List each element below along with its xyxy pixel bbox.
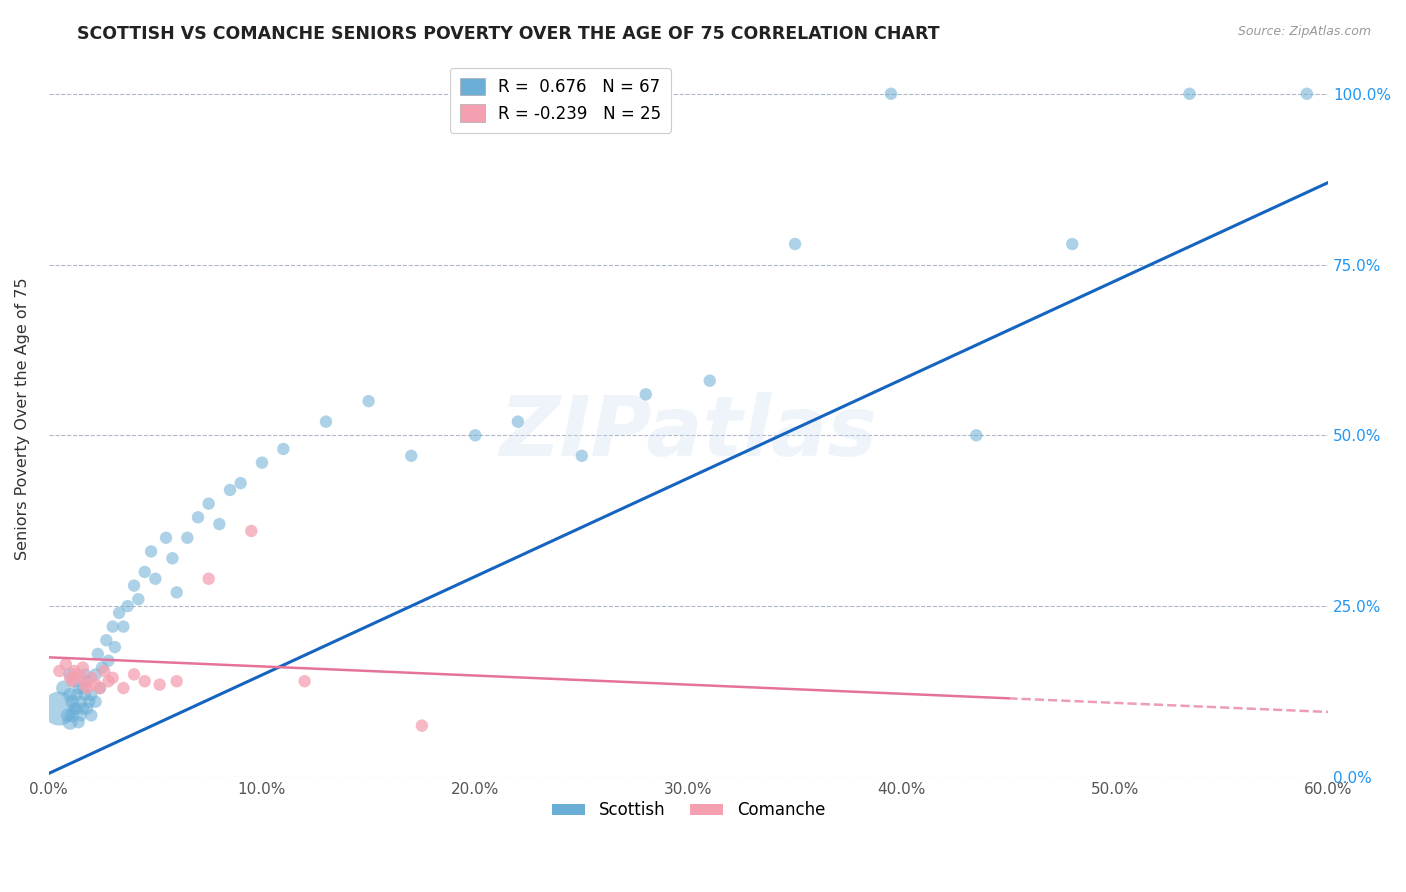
Point bbox=[76, 701, 98, 715]
Point bbox=[108, 606, 131, 620]
Point bbox=[48, 701, 70, 715]
Point bbox=[134, 565, 156, 579]
Point bbox=[52, 681, 75, 695]
Point bbox=[93, 664, 115, 678]
Point bbox=[60, 674, 83, 689]
Y-axis label: Seniors Poverty Over the Age of 75: Seniors Poverty Over the Age of 75 bbox=[15, 277, 30, 559]
Point bbox=[315, 415, 337, 429]
Text: SCOTTISH VS COMANCHE SENIORS POVERTY OVER THE AGE OF 75 CORRELATION CHART: SCOTTISH VS COMANCHE SENIORS POVERTY OVE… bbox=[77, 25, 941, 43]
Point bbox=[60, 695, 83, 709]
Point bbox=[84, 667, 107, 681]
Point bbox=[176, 531, 198, 545]
Point bbox=[59, 667, 82, 681]
Point bbox=[89, 681, 111, 695]
Point bbox=[122, 578, 145, 592]
Point bbox=[84, 678, 107, 692]
Point bbox=[73, 667, 96, 681]
Point bbox=[464, 428, 486, 442]
Point bbox=[155, 531, 177, 545]
Point bbox=[96, 633, 118, 648]
Point bbox=[91, 660, 114, 674]
Point bbox=[69, 671, 91, 685]
Point bbox=[63, 664, 86, 678]
Point bbox=[84, 695, 107, 709]
Point bbox=[73, 688, 96, 702]
Point bbox=[55, 657, 77, 672]
Point bbox=[48, 664, 70, 678]
Point bbox=[411, 718, 433, 732]
Point bbox=[149, 678, 172, 692]
Point bbox=[399, 449, 422, 463]
Point bbox=[187, 510, 209, 524]
Point bbox=[101, 619, 124, 633]
Point bbox=[56, 708, 79, 723]
Point bbox=[72, 681, 94, 695]
Point bbox=[250, 456, 273, 470]
Point bbox=[166, 674, 188, 689]
Point bbox=[67, 681, 90, 695]
Point bbox=[101, 671, 124, 685]
Point bbox=[65, 701, 87, 715]
Point bbox=[69, 695, 91, 709]
Point bbox=[80, 671, 103, 685]
Point bbox=[73, 678, 96, 692]
Point bbox=[880, 87, 903, 101]
Point bbox=[127, 592, 149, 607]
Point bbox=[139, 544, 162, 558]
Point bbox=[1295, 87, 1317, 101]
Point bbox=[571, 449, 593, 463]
Text: Source: ZipAtlas.com: Source: ZipAtlas.com bbox=[1237, 25, 1371, 38]
Point bbox=[117, 599, 139, 613]
Point bbox=[229, 476, 252, 491]
Point bbox=[634, 387, 657, 401]
Text: ZIPatlas: ZIPatlas bbox=[499, 392, 877, 473]
Point bbox=[294, 674, 316, 689]
Point bbox=[783, 237, 806, 252]
Point bbox=[1178, 87, 1201, 101]
Point bbox=[59, 715, 82, 730]
Point bbox=[72, 660, 94, 674]
Point bbox=[77, 695, 100, 709]
Point bbox=[699, 374, 721, 388]
Point bbox=[69, 708, 91, 723]
Point bbox=[112, 681, 135, 695]
Point bbox=[59, 671, 82, 685]
Point bbox=[197, 572, 219, 586]
Point bbox=[104, 640, 127, 654]
Point bbox=[506, 415, 529, 429]
Point bbox=[197, 497, 219, 511]
Point bbox=[59, 688, 82, 702]
Point bbox=[166, 585, 188, 599]
Point bbox=[965, 428, 987, 442]
Point bbox=[122, 667, 145, 681]
Point bbox=[145, 572, 167, 586]
Point bbox=[357, 394, 380, 409]
Point bbox=[134, 674, 156, 689]
Point bbox=[1062, 237, 1084, 252]
Point bbox=[112, 619, 135, 633]
Point bbox=[72, 701, 94, 715]
Point bbox=[65, 688, 87, 702]
Point bbox=[80, 708, 103, 723]
Point bbox=[65, 667, 87, 681]
Point bbox=[162, 551, 184, 566]
Point bbox=[97, 654, 120, 668]
Point bbox=[80, 688, 103, 702]
Point bbox=[87, 647, 110, 661]
Point bbox=[208, 517, 231, 532]
Point bbox=[63, 674, 86, 689]
Point bbox=[89, 681, 111, 695]
Point bbox=[271, 442, 294, 456]
Point bbox=[63, 701, 86, 715]
Point bbox=[97, 674, 120, 689]
Point bbox=[219, 483, 242, 497]
Legend: Scottish, Comanche: Scottish, Comanche bbox=[546, 795, 832, 826]
Point bbox=[76, 681, 98, 695]
Point bbox=[60, 708, 83, 723]
Point bbox=[240, 524, 263, 538]
Point bbox=[76, 674, 98, 689]
Point bbox=[67, 715, 90, 730]
